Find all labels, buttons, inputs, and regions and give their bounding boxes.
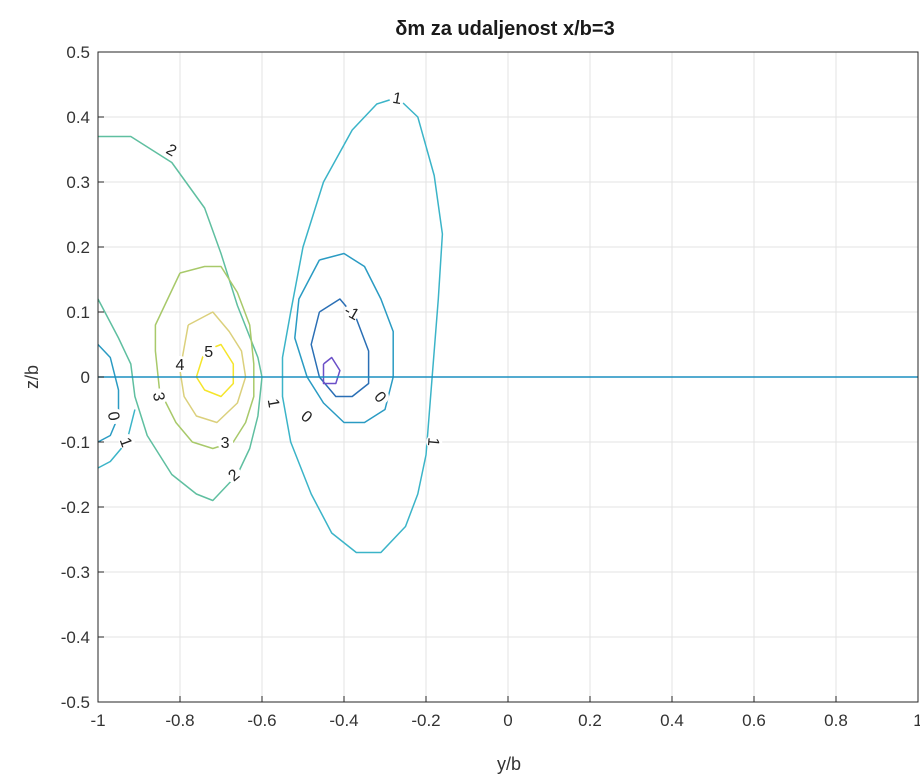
contour-line-level-2 bbox=[97, 135, 263, 502]
y-tick-label: -0.2 bbox=[61, 498, 90, 517]
contour-line-level-0 bbox=[294, 252, 394, 424]
y-tick-label: -0.5 bbox=[61, 693, 90, 712]
x-tick-label: 0.4 bbox=[660, 711, 684, 730]
x-tick-label: 0.6 bbox=[742, 711, 766, 730]
x-tick-label: 1 bbox=[913, 711, 920, 730]
y-tick-label: 0.5 bbox=[66, 43, 90, 62]
contour-label-backdrop bbox=[344, 304, 361, 320]
x-tick-label: 0.8 bbox=[824, 711, 848, 730]
contour-line-level-5 bbox=[195, 343, 235, 398]
contour-label: 3 bbox=[149, 391, 167, 403]
contour-label: 1 bbox=[424, 437, 442, 447]
contour-label-backdrop bbox=[151, 388, 168, 405]
x-tick-label: -1 bbox=[90, 711, 105, 730]
x-tick-label: -0.4 bbox=[329, 711, 358, 730]
y-tick-label: -0.3 bbox=[61, 563, 90, 582]
contour-label-backdrop bbox=[266, 395, 283, 411]
contour-label-backdrop bbox=[172, 356, 188, 372]
contour-label-backdrop bbox=[163, 141, 180, 158]
y-tick-label: 0.3 bbox=[66, 173, 90, 192]
contour-line-level-3 bbox=[154, 265, 255, 450]
x-tick-label: 0.2 bbox=[578, 711, 602, 730]
contour-label: 1 bbox=[264, 397, 282, 409]
y-tick-label: 0.4 bbox=[66, 108, 90, 127]
contour-label-backdrop bbox=[200, 343, 217, 359]
contour-label-backdrop bbox=[389, 89, 406, 106]
x-axis-ticks: -1 -0.8 -0.6 -0.4 -0.2 0 0.2 0.4 0.6 0.8 1 bbox=[90, 696, 920, 730]
x-tick-label: -0.8 bbox=[165, 711, 194, 730]
contour-line-level-0 bbox=[97, 343, 120, 443]
contour-line-level-1 bbox=[281, 96, 444, 554]
contour-line-level-1 bbox=[97, 409, 136, 469]
chart-title: δm za udaljenost x/b=3 bbox=[395, 18, 614, 40]
y-tick-label: 0.2 bbox=[66, 238, 90, 257]
contour-line-level-4 bbox=[179, 311, 247, 424]
y-tick-label: -0.4 bbox=[61, 628, 90, 647]
contour-label-backdrop bbox=[299, 408, 316, 424]
contour-label-backdrop bbox=[372, 388, 389, 405]
x-tick-label: -0.2 bbox=[411, 711, 440, 730]
contour-label-backdrop bbox=[217, 434, 234, 450]
y-axis-label: z/b bbox=[22, 365, 42, 389]
contour-label-backdrop bbox=[225, 466, 242, 483]
contour-label: 0 bbox=[104, 410, 122, 422]
x-axis-label: y/b bbox=[497, 754, 521, 774]
x-tick-label: -0.6 bbox=[247, 711, 276, 730]
x-tick-label: 0 bbox=[503, 711, 512, 730]
contour-label-backdrop bbox=[106, 408, 123, 424]
y-tick-label: -0.1 bbox=[61, 433, 90, 452]
contour-label-backdrop bbox=[426, 434, 443, 450]
y-axis-ticks: -0.5 -0.4 -0.3 -0.2 -0.1 0 0.1 0.2 0.3 0.4 0.5 bbox=[61, 43, 104, 712]
contour-label: 3 bbox=[221, 435, 230, 452]
y-tick-label: 0 bbox=[81, 368, 90, 387]
y-tick-label: 0.1 bbox=[66, 303, 90, 322]
contour-label-backdrop bbox=[118, 434, 135, 450]
contour-label: 5 bbox=[204, 344, 213, 361]
contour-label: 1 bbox=[391, 90, 403, 108]
contour-label: 4 bbox=[176, 357, 185, 374]
contour-lines bbox=[97, 96, 918, 554]
